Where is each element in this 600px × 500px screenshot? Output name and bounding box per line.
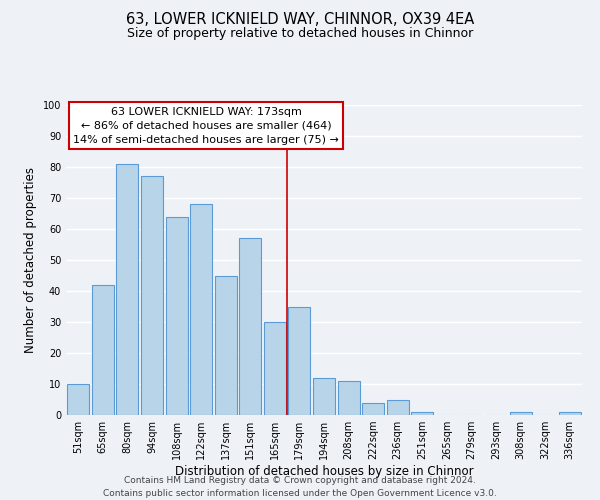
Bar (166, 216, 188, 415)
Bar (411, 412, 433, 415)
Bar (190, 204, 212, 415)
Bar (386, 400, 409, 415)
Bar (67, 384, 89, 415)
Bar (289, 306, 310, 415)
Bar (559, 412, 581, 415)
Text: Size of property relative to detached houses in Chinnor: Size of property relative to detached ho… (127, 28, 473, 40)
X-axis label: Distribution of detached houses by size in Chinnor: Distribution of detached houses by size … (175, 465, 473, 478)
Bar (116, 164, 139, 415)
Bar (313, 378, 335, 415)
Bar (239, 238, 262, 415)
Bar (509, 412, 532, 415)
Bar (338, 381, 359, 415)
Y-axis label: Number of detached properties: Number of detached properties (24, 167, 37, 353)
Text: Contains HM Land Registry data © Crown copyright and database right 2024.
Contai: Contains HM Land Registry data © Crown c… (103, 476, 497, 498)
Bar (141, 176, 163, 415)
Text: 63 LOWER ICKNIELD WAY: 173sqm
← 86% of detached houses are smaller (464)
14% of : 63 LOWER ICKNIELD WAY: 173sqm ← 86% of d… (73, 106, 339, 144)
Bar (362, 402, 384, 415)
Bar (215, 276, 237, 415)
Text: 63, LOWER ICKNIELD WAY, CHINNOR, OX39 4EA: 63, LOWER ICKNIELD WAY, CHINNOR, OX39 4E… (126, 12, 474, 28)
Bar (264, 322, 286, 415)
Bar (92, 285, 114, 415)
